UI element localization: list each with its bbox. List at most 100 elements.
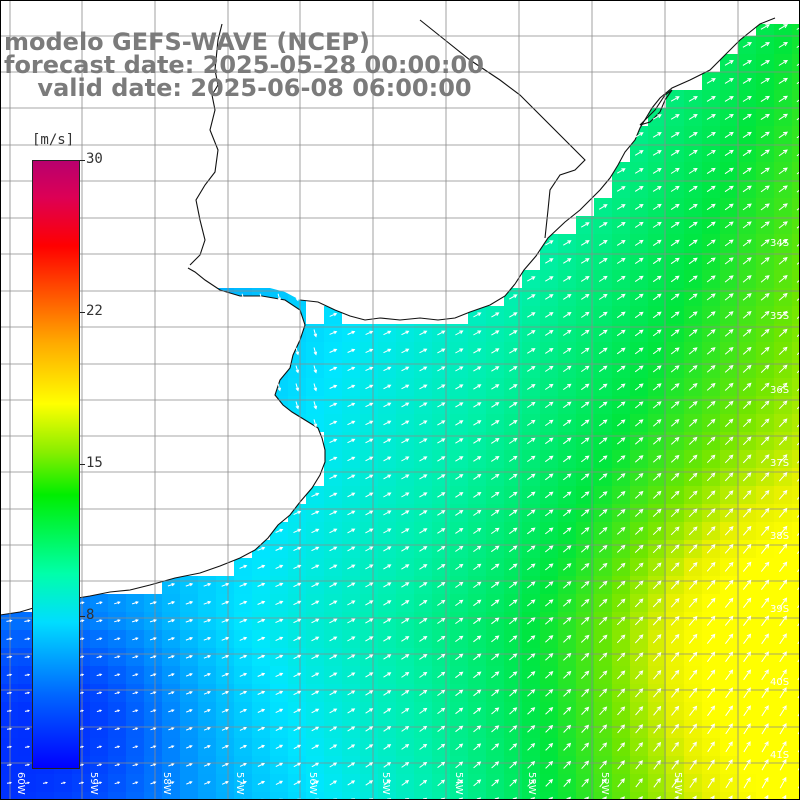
wind-arrow xyxy=(724,311,734,319)
wind-arrow xyxy=(707,669,716,681)
wind-arrow xyxy=(688,651,698,662)
wind-arrow xyxy=(347,582,356,588)
wind-arrow xyxy=(401,348,410,354)
wind-arrow xyxy=(293,672,302,678)
axis-tick-labels: 34S 35S 36S 37S 38S 39S 40S 41S 60W 59W 58W 57W 56W 5… xyxy=(15,238,789,795)
wind-arrow xyxy=(598,634,608,643)
wind-arrow xyxy=(473,689,482,697)
wind-arrow xyxy=(329,366,338,371)
wind-arrow xyxy=(455,366,464,372)
wind-arrow xyxy=(257,744,266,749)
wind-arrow xyxy=(688,239,698,247)
wind-arrow xyxy=(491,456,500,462)
wind-arrow xyxy=(724,490,734,500)
argentina-landmass xyxy=(0,0,325,615)
wind-arrow xyxy=(168,691,175,695)
wind-arrow xyxy=(689,687,698,698)
wind-arrow xyxy=(473,581,482,589)
wind-arrow xyxy=(706,382,716,391)
wind-arrow xyxy=(545,348,554,354)
wind-arrow xyxy=(688,383,698,391)
wind-arrow xyxy=(670,419,680,427)
wind-arrow xyxy=(670,150,680,156)
wind-arrow xyxy=(365,348,374,354)
wind-arrow xyxy=(724,60,734,66)
wind-arrow xyxy=(275,564,284,570)
latitude-label: 39S xyxy=(770,604,789,615)
wind-arrow xyxy=(295,311,300,320)
wind-arrow xyxy=(725,687,734,699)
wind-arrow xyxy=(724,597,734,608)
wind-arrow xyxy=(527,725,536,733)
wind-arrow xyxy=(670,132,680,138)
wind-arrow xyxy=(598,527,608,535)
speed-cell xyxy=(792,666,800,684)
wind-arrow xyxy=(419,707,428,714)
wind-arrow xyxy=(635,724,644,734)
speed-cell xyxy=(144,792,162,800)
wind-arrow xyxy=(347,510,356,516)
wind-arrow xyxy=(688,544,698,554)
wind-arrow xyxy=(706,615,716,626)
wind-arrow xyxy=(186,781,193,785)
wind-arrow xyxy=(203,691,211,695)
wind-arrow xyxy=(527,366,536,372)
wind-arrow xyxy=(473,402,482,408)
wind-arrow xyxy=(275,618,284,624)
wind-arrow xyxy=(329,330,338,335)
wind-arrow xyxy=(742,95,752,102)
wind-arrow xyxy=(580,437,590,445)
speed-cell xyxy=(792,522,800,540)
wind-arrow xyxy=(598,419,608,427)
wind-arrow xyxy=(761,776,769,789)
wind-arrow xyxy=(455,617,464,625)
wind-arrow xyxy=(329,456,338,462)
wind-arrow xyxy=(724,382,734,391)
wind-arrow xyxy=(778,489,788,500)
wind-arrow xyxy=(563,383,572,391)
wind-arrow xyxy=(527,635,536,643)
wind-arrow xyxy=(760,418,770,428)
wind-arrow xyxy=(509,473,518,481)
wind-arrow xyxy=(329,402,338,408)
wind-arrow xyxy=(365,474,374,480)
speed-cell xyxy=(792,216,800,234)
wind-arrow xyxy=(24,655,31,659)
wind-arrow xyxy=(562,545,572,553)
wind-arrow xyxy=(634,526,644,535)
wind-arrow xyxy=(24,673,31,677)
wind-arrow xyxy=(760,543,770,554)
wind-arrow xyxy=(743,723,751,735)
wind-arrow xyxy=(509,653,518,661)
wind-arrow xyxy=(508,581,518,589)
wind-arrow xyxy=(760,185,770,193)
wind-arrow xyxy=(706,329,716,337)
wind-arrow xyxy=(796,135,800,139)
wind-arrow xyxy=(329,726,338,732)
wind-arrow xyxy=(634,132,644,138)
speed-cell xyxy=(162,792,180,800)
wind-arrow xyxy=(437,366,446,372)
wind-arrow xyxy=(259,293,263,302)
wind-arrow xyxy=(706,149,716,156)
wind-arrow xyxy=(491,402,500,408)
wind-arrow xyxy=(742,78,752,84)
wind-arrow xyxy=(185,637,194,641)
longitude-label: 55W xyxy=(380,772,391,795)
wind-arrow xyxy=(6,745,13,749)
speed-cell xyxy=(792,126,800,144)
wind-arrow xyxy=(526,581,536,589)
wind-arrow xyxy=(670,329,680,337)
wind-arrow xyxy=(437,474,446,480)
wind-arrow xyxy=(132,655,139,659)
wind-arrow xyxy=(743,651,751,663)
wind-arrow xyxy=(563,294,572,300)
wind-arrow xyxy=(401,654,410,660)
wind-arrow xyxy=(634,562,644,572)
wind-arrow xyxy=(760,42,771,48)
wind-arrow xyxy=(689,777,697,788)
wind-arrow xyxy=(743,597,752,609)
wind-arrow xyxy=(437,384,446,390)
wind-arrow xyxy=(760,364,770,373)
wind-arrow xyxy=(257,726,266,731)
